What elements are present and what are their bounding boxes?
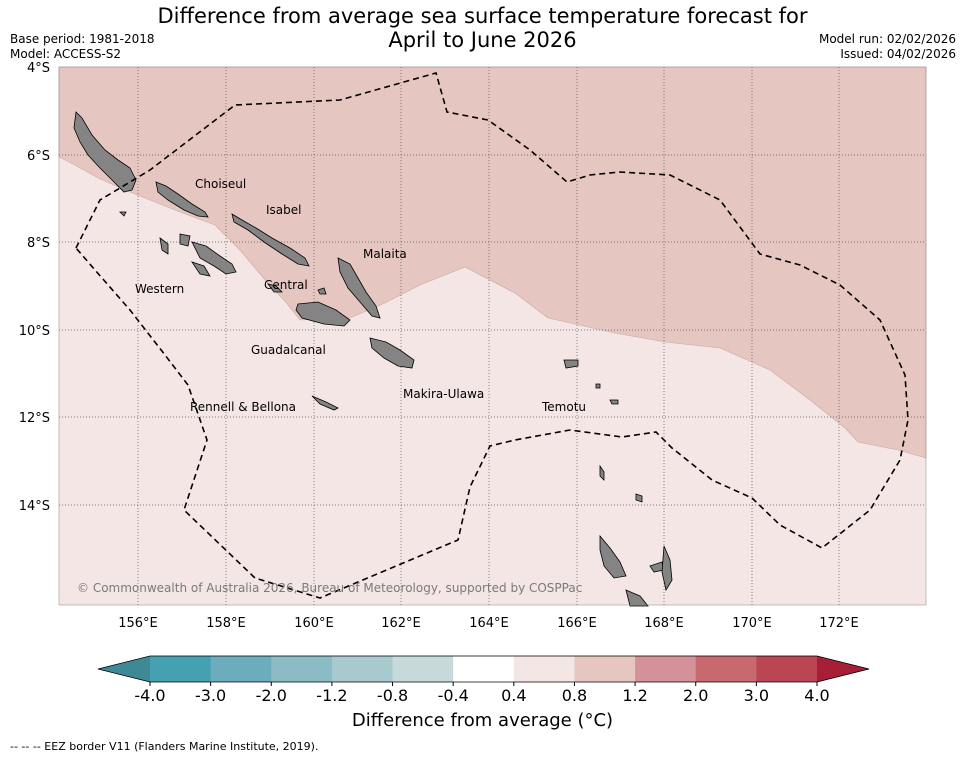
colorbar-tick-label: 4.0 [804,686,829,705]
colorbar-bin [150,656,212,682]
island-shortland [119,211,127,217]
colorbar-tick-label: -0.8 [377,686,408,705]
island-ranongga [159,237,169,255]
island-makira [369,337,415,369]
base-period: Base period: 1981-2018 [10,32,155,46]
colorbar-bin [574,656,636,682]
place-labels: Choiseul Isabel Malaita Western Central … [135,177,586,414]
colorbar-tick-label: 1.2 [622,686,647,705]
island-rendova [191,261,211,277]
lat-label: 12°S [19,411,50,426]
lon-label: 162°E [381,616,421,631]
lon-label: 156°E [118,616,158,631]
island-florida [317,287,327,295]
lon-label: 164°E [469,616,509,631]
colorbar-bin [453,656,515,682]
colorbar-label: Difference from average (°C) [351,710,614,731]
colorbar-tick-label: -2.0 [256,686,287,705]
place-choiseul: Choiseul [195,177,246,191]
colorbar-tick-label: 0.8 [562,686,587,705]
copyright-text: © Commonwealth of Australia 2026, Bureau… [77,581,582,595]
lon-label: 166°E [557,616,597,631]
lat-label: 6°S [27,149,50,164]
lon-label: 158°E [206,616,246,631]
place-rennell: Rennell & Bellona [190,400,296,414]
colorbar-tick-label: 0.4 [501,686,526,705]
lon-label: 170°E [732,616,772,631]
colorbar-bin [513,656,575,682]
island-bougainville [73,111,137,193]
colorbar-tick-label: -4.0 [134,686,165,705]
place-western: Western [135,282,184,296]
island-choiseul [155,181,209,218]
colorbar-ticks: -4.0 -3.0 -2.0 -1.2 -0.8 -0.4 0.4 0.8 1.2 2.0 3.0 4… [134,682,830,705]
island-ambae [625,589,649,607]
colorbar-tick-label: -0.4 [438,686,469,705]
island-torres [599,464,605,481]
island-ndeni [563,359,579,369]
place-guadalcanal: Guadalcanal [251,343,326,357]
place-temotu: Temotu [541,400,586,414]
place-makira: Makira-Ulawa [403,387,484,401]
issued-date: Issued: 04/02/2026 [840,47,956,61]
colorbar-overflow [817,656,869,682]
colorbar-bin [331,656,394,682]
lon-label: 172°E [819,616,859,631]
lat-label: 8°S [27,236,50,251]
colorbar: -4.0 -3.0 -2.0 -1.2 -0.8 -0.4 0.4 0.8 1.2 2.0 3.0 4… [97,655,870,705]
lat-label: 14°S [19,499,50,514]
colorbar-tick-label: -3.0 [195,686,226,705]
island-espiritu-santo [599,534,627,579]
islands [73,111,673,607]
eez-note: -- -- -- EEZ border V11 (Flanders Marine… [10,740,319,753]
island-central [267,283,283,293]
lat-labels: 4°S 6°S 8°S 10°S 12°S 14°S [19,61,50,514]
title-line-1: Difference from average sea surface temp… [157,4,808,28]
colorbar-bin [635,656,697,682]
lat-label: 4°S [27,61,50,76]
colorbar-tick-label: 3.0 [744,686,769,705]
model-name: Model: ACCESS-S2 [10,47,122,61]
anomaly-region-0.8-1.2 [58,66,927,459]
colorbar-tick-label: -1.2 [316,686,347,705]
island-vella [179,233,191,247]
place-central: Central [264,278,308,292]
chart-title: Difference from average sea surface temp… [0,4,965,52]
place-malaita: Malaita [363,247,407,261]
colorbar-bin [210,656,272,682]
island-guadalcanal [295,301,351,327]
title-line-2: April to June 2026 [388,28,577,52]
island-malaita [337,257,381,319]
island-pentecost [661,545,673,592]
graticule [59,67,926,605]
lon-label: 160°E [294,616,334,631]
colorbar-bin [392,656,454,682]
colorbar-bins [150,656,818,682]
lat-label: 10°S [19,324,50,339]
island-new-georgia [191,241,237,275]
colorbar-bin [756,656,818,682]
meta-right: Model run: 02/02/2026 Issued: 04/02/2026 [819,32,956,62]
place-isabel: Isabel [266,203,301,217]
island-tikopia [609,399,619,405]
map-frame [58,66,927,606]
model-run: Model run: 02/02/2026 [818,32,956,46]
lon-labels: 156°E 158°E 160°E 162°E 164°E 166°E 168°… [118,616,859,631]
island-vanikoro [595,383,601,389]
colorbar-bin [695,656,757,682]
island-banks [635,493,643,503]
meta-left: Base period: 1981-2018 Model: ACCESS-S2 [10,32,155,62]
lon-label: 168°E [644,616,684,631]
colorbar-bin [271,656,333,682]
colorbar-underflow [98,656,150,682]
island-isabel [231,213,310,267]
colorbar-tick-label: 2.0 [683,686,708,705]
island-rennell [311,395,339,411]
